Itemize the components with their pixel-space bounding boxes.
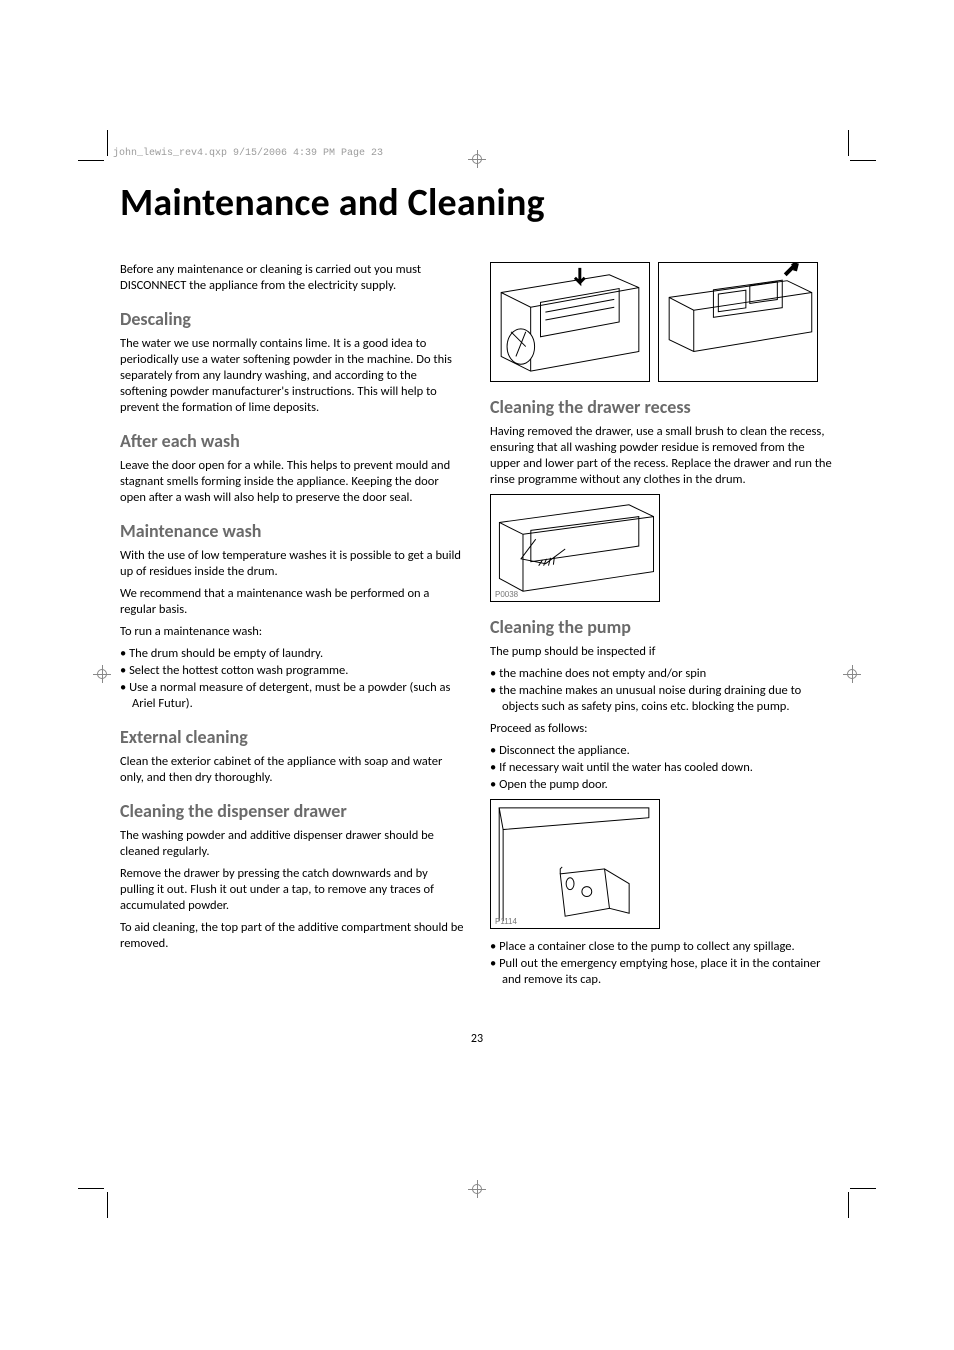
- intro-paragraph: Before any maintenance or cleaning is ca…: [120, 262, 464, 294]
- section-heading-maintenance-wash: Maintenance wash: [120, 520, 464, 542]
- figure-drawer-remove: [490, 262, 650, 382]
- list-item: the machine does not empty and/or spin: [490, 666, 834, 682]
- right-column: Cleaning the drawer recess Having remove…: [490, 262, 834, 994]
- body-paragraph: The pump should be inspected if: [490, 644, 834, 660]
- maintenance-wash-list: The drum should be empty of laundry. Sel…: [120, 646, 464, 712]
- list-item: Select the hottest cotton wash programme…: [120, 663, 464, 679]
- body-paragraph: Having removed the drawer, use a small b…: [490, 424, 834, 488]
- body-paragraph: To run a maintenance wash:: [120, 624, 464, 640]
- list-item: Place a container close to the pump to c…: [490, 939, 834, 955]
- list-item: The drum should be empty of laundry.: [120, 646, 464, 662]
- page-title: Maintenance and Cleaning: [120, 180, 834, 226]
- body-paragraph: Clean the exterior cabinet of the applia…: [120, 754, 464, 786]
- list-item: Use a normal measure of detergent, must …: [120, 680, 464, 712]
- section-heading-external-cleaning: External cleaning: [120, 726, 464, 748]
- body-paragraph: The water we use normally contains lime.…: [120, 336, 464, 416]
- list-item: Pull out the emergency emptying hose, pl…: [490, 956, 834, 988]
- list-item: If necessary wait until the water has co…: [490, 760, 834, 776]
- list-item: Disconnect the appliance.: [490, 743, 834, 759]
- list-item: Open the pump door.: [490, 777, 834, 793]
- section-heading-after-each-wash: After each wash: [120, 430, 464, 452]
- pump-symptoms-list: the machine does not empty and/or spin t…: [490, 666, 834, 715]
- section-heading-descaling: Descaling: [120, 308, 464, 330]
- figure-label: P0038: [495, 590, 518, 599]
- body-paragraph: Remove the drawer by pressing the catch …: [120, 866, 464, 914]
- page-content: Maintenance and Cleaning Before any main…: [120, 180, 834, 994]
- page-number: 23: [120, 1032, 834, 1046]
- body-paragraph: Proceed as follows:: [490, 721, 834, 737]
- figure-pump-door: P1114: [490, 799, 660, 929]
- pump-procedure-list: Disconnect the appliance. If necessary w…: [490, 743, 834, 793]
- body-paragraph: To aid cleaning, the top part of the add…: [120, 920, 464, 952]
- pump-procedure-list-2: Place a container close to the pump to c…: [490, 939, 834, 988]
- figure-drawer-insert: [658, 262, 818, 382]
- left-column: Before any maintenance or cleaning is ca…: [120, 262, 464, 994]
- body-paragraph: Leave the door open for a while. This he…: [120, 458, 464, 506]
- figure-label: P1114: [495, 917, 517, 926]
- section-heading-drawer-recess: Cleaning the drawer recess: [490, 396, 834, 418]
- figure-recess-brush: P0038: [490, 494, 660, 602]
- section-heading-pump: Cleaning the pump: [490, 616, 834, 638]
- section-heading-dispenser-drawer: Cleaning the dispenser drawer: [120, 800, 464, 822]
- list-item: the machine makes an unusual noise durin…: [490, 683, 834, 715]
- print-slug: john_lewis_rev4.qxp 9/15/2006 4:39 PM Pa…: [113, 148, 383, 159]
- body-paragraph: We recommend that a maintenance wash be …: [120, 586, 464, 618]
- body-paragraph: The washing powder and additive dispense…: [120, 828, 464, 860]
- body-paragraph: With the use of low temperature washes i…: [120, 548, 464, 580]
